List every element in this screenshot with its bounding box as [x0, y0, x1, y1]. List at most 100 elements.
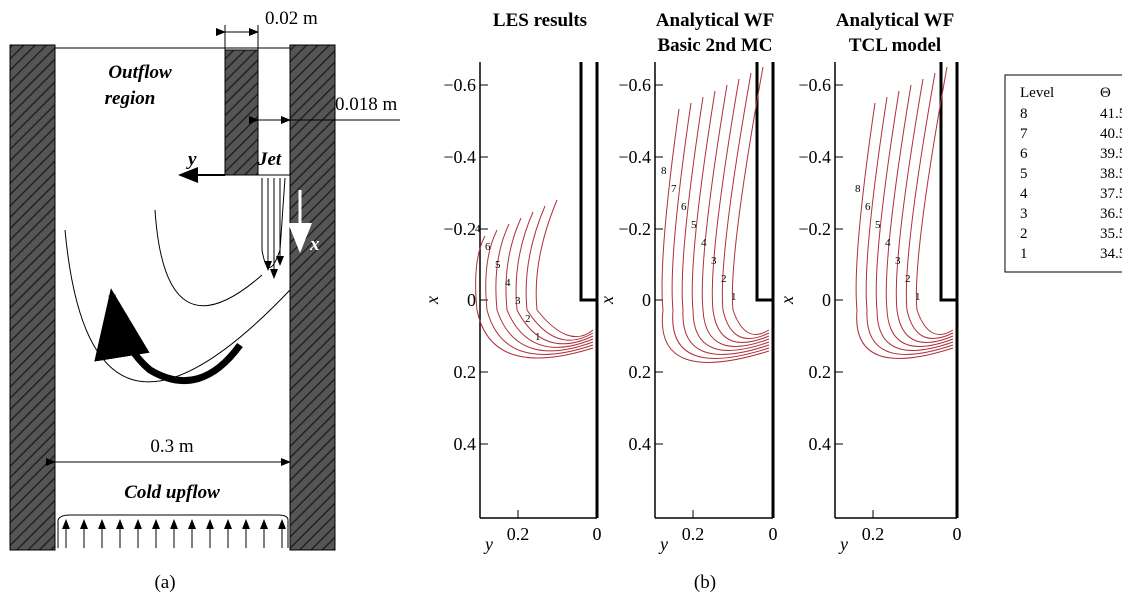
x-tick-label: 0.4 [809, 434, 832, 454]
contour-label: 5 [691, 219, 697, 231]
contour-label: 7 [671, 183, 677, 195]
panel-title: Analytical WF [656, 10, 774, 31]
dimension: 0.3 m [150, 436, 194, 457]
jet-wall [224, 49, 259, 176]
x-tick-label: −0.4 [798, 147, 831, 167]
caption: (b) [694, 572, 716, 593]
contour [895, 78, 954, 343]
x-tick-label: 0.4 [454, 434, 477, 454]
region-label: region [105, 88, 156, 109]
legend-level: 6 [1020, 146, 1028, 162]
legend-value: 34.5 [1100, 246, 1122, 262]
x-tick-label: 0 [822, 290, 831, 310]
region-label: Outflow [108, 62, 172, 83]
y-tick-label: 0.2 [682, 524, 705, 544]
contour-label: 2 [721, 273, 727, 285]
contour-label: 8 [855, 183, 861, 195]
legend-header: Θ [1100, 85, 1111, 101]
legend-value: 37.5 [1100, 186, 1122, 202]
contour-label: 5 [875, 219, 881, 231]
legend-value: 41.5 [1100, 106, 1122, 122]
axis-label: x [309, 234, 320, 255]
contour [731, 66, 770, 335]
axis-label: y [186, 149, 197, 170]
streamline [64, 229, 291, 383]
contour-label: 6 [485, 241, 491, 253]
jet-profile [261, 177, 286, 279]
x-tick-label: −0.6 [618, 75, 651, 95]
contour-label: 6 [681, 201, 687, 213]
x-tick-label: −0.4 [618, 147, 651, 167]
panel-title: Analytical WF [836, 10, 954, 31]
schematic: 0.02 m 0.018 m Outflow region Jet y x 0.… [9, 8, 400, 593]
contour [681, 96, 770, 355]
contour [875, 90, 954, 351]
contour-label: 1 [535, 331, 541, 343]
legend: Level Θ [1004, 74, 1122, 273]
x-tick-label: −0.2 [618, 219, 651, 239]
contour [865, 96, 954, 355]
legend-box [1004, 74, 1122, 273]
contour [505, 217, 594, 348]
y-tick-label: 0.2 [507, 524, 530, 544]
contour-label: 1 [915, 291, 921, 303]
x-tick-label: −0.2 [443, 219, 476, 239]
contour [475, 235, 594, 359]
contour [905, 72, 954, 339]
legend-level: 7 [1020, 126, 1028, 142]
contour-label: 3 [895, 255, 901, 267]
contour-label: 8 [661, 165, 667, 177]
legend-value: 35.5 [1100, 226, 1122, 242]
legend-level: 1 [1020, 246, 1028, 262]
contour-label: 4 [505, 277, 511, 289]
contour-label: 3 [711, 255, 717, 267]
x-tick-label: 0.2 [809, 362, 832, 382]
x-tick-label: 0.2 [629, 362, 652, 382]
streamline [154, 209, 263, 307]
contour [525, 205, 594, 341]
contour [721, 72, 770, 339]
contour [671, 102, 770, 359]
axis-label: y [658, 534, 668, 554]
legend-value: 39.5 [1100, 146, 1122, 162]
contour-label: 2 [905, 273, 911, 285]
jet-wall [755, 62, 773, 302]
x-tick-label: 0.4 [629, 434, 652, 454]
x-tick-label: 0 [467, 290, 476, 310]
y-tick-label: 0 [953, 524, 962, 544]
region-label: Cold upflow [124, 482, 220, 503]
jet-wall [579, 62, 597, 302]
axis-label: x [777, 296, 797, 305]
panel-title: Basic 2nd MC [657, 35, 772, 56]
contour [535, 199, 594, 338]
legend-header: Level [1020, 85, 1054, 101]
axis-label: y [838, 534, 848, 554]
inflow-arrows [62, 519, 286, 548]
contour [711, 78, 770, 343]
y-tick-label: 0 [769, 524, 778, 544]
x-tick-label: −0.2 [798, 219, 831, 239]
x-tick-label: −0.4 [443, 147, 476, 167]
panel-title: LES results [493, 10, 587, 31]
contour-label: 2 [525, 313, 531, 325]
x-tick-label: −0.6 [798, 75, 831, 95]
legend-value: 36.5 [1100, 206, 1122, 222]
jet-label: Jet [257, 149, 282, 170]
x-tick-label: 0 [642, 290, 651, 310]
x-tick-label: −0.6 [443, 75, 476, 95]
inflow-profile [57, 514, 289, 548]
contour-label: 5 [495, 259, 501, 271]
legend-level: 8 [1020, 106, 1028, 122]
contour [515, 211, 594, 345]
contour [701, 84, 770, 347]
contour-label: 1 [731, 291, 737, 303]
dimension: 0.02 m [265, 8, 318, 29]
contour-label: 4 [701, 237, 707, 249]
contour-label: 4 [475, 223, 481, 235]
contour-label: 4 [885, 237, 891, 249]
contour [855, 102, 954, 359]
contour-label: 3 [515, 295, 521, 307]
legend-level: 5 [1020, 166, 1028, 182]
caption: (a) [154, 572, 175, 593]
